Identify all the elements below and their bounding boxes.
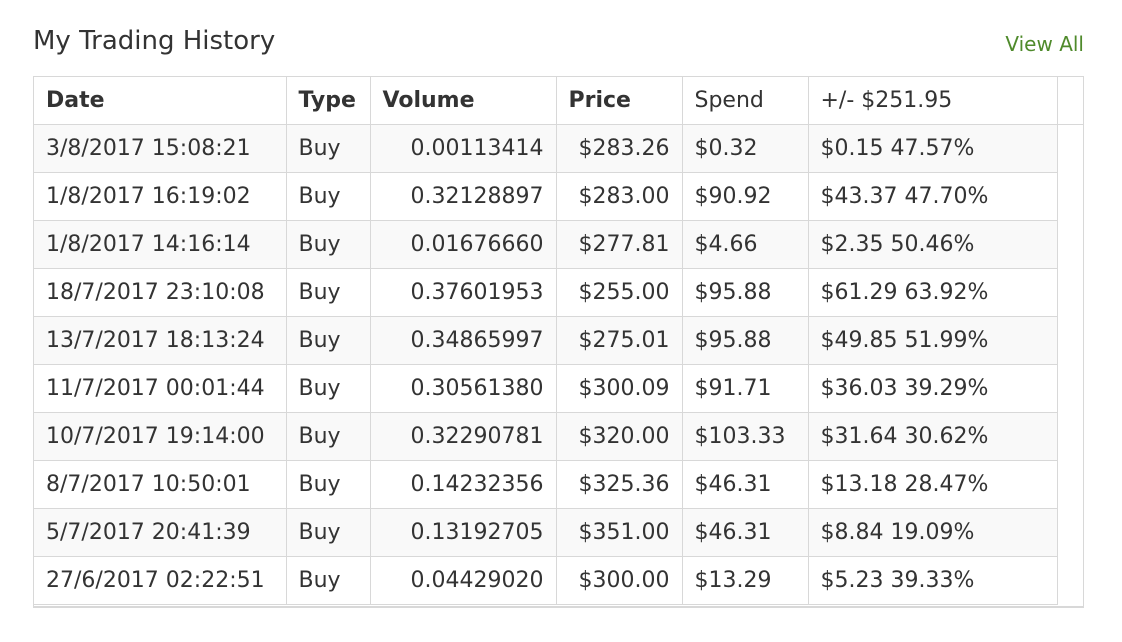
cell-price: $283.26	[556, 124, 683, 173]
cell-spend: $0.32	[682, 124, 809, 173]
cell-date: 1/8/2017 16:19:02	[34, 172, 287, 221]
cell-profit-loss: $43.37 47.70%	[808, 172, 1058, 221]
cell-profit-loss: $36.03 39.29%	[808, 364, 1058, 413]
cell-price: $255.00	[556, 268, 683, 317]
cell-profit-loss: $2.35 50.46%	[808, 220, 1058, 269]
cell-price: $300.09	[556, 364, 683, 413]
cell-volume: 0.13192705	[370, 508, 557, 557]
cell-date: 13/7/2017 18:13:24	[34, 316, 287, 365]
trading-history-table: Date Type Volume Price Spend +/- $251.95…	[34, 77, 1058, 605]
column-header-date[interactable]: Date	[34, 77, 287, 125]
cell-type: Buy	[286, 556, 371, 605]
cell-volume: 0.30561380	[370, 364, 557, 413]
cell-date: 1/8/2017 14:16:14	[34, 220, 287, 269]
table-row: 10/7/2017 19:14:00 Buy 0.32290781 $320.00 $1…	[34, 412, 1058, 461]
cell-volume: 0.37601953	[370, 268, 557, 317]
column-header-profit-loss: +/- $251.95	[808, 77, 1058, 125]
cell-volume: 0.34865997	[370, 316, 557, 365]
cell-date: 18/7/2017 23:10:08	[34, 268, 287, 317]
cell-profit-loss: $61.29 63.92%	[808, 268, 1058, 317]
cell-price: $283.00	[556, 172, 683, 221]
table-row: 5/7/2017 20:41:39 Buy 0.13192705 $351.00 $46…	[34, 508, 1058, 557]
cell-type: Buy	[286, 412, 371, 461]
table-row: 18/7/2017 23:10:08 Buy 0.37601953 $255.00 $9…	[34, 268, 1058, 317]
trading-history-table-container[interactable]: Date Type Volume Price Spend +/- $251.95…	[33, 76, 1084, 608]
cell-volume: 0.14232356	[370, 460, 557, 509]
cell-price: $277.81	[556, 220, 683, 269]
cell-spend: $95.88	[682, 268, 809, 317]
cell-date: 3/8/2017 15:08:21	[34, 124, 287, 173]
cell-type: Buy	[286, 220, 371, 269]
cell-profit-loss: $0.15 47.57%	[808, 124, 1058, 173]
table-row: 11/7/2017 00:01:44 Buy 0.30561380 $300.09 $9…	[34, 364, 1058, 413]
cell-price: $351.00	[556, 508, 683, 557]
cell-price: $300.00	[556, 556, 683, 605]
cell-spend: $103.33	[682, 412, 809, 461]
cell-profit-loss: $13.18 28.47%	[808, 460, 1058, 509]
cell-type: Buy	[286, 316, 371, 365]
cell-volume: 0.01676660	[370, 220, 557, 269]
view-all-link[interactable]: View All	[1005, 32, 1084, 56]
cell-spend: $46.31	[682, 460, 809, 509]
column-header-type[interactable]: Type	[286, 77, 371, 125]
cell-date: 10/7/2017 19:14:00	[34, 412, 287, 461]
cell-date: 11/7/2017 00:01:44	[34, 364, 287, 413]
table-row: 13/7/2017 18:13:24 Buy 0.34865997 $275.01 $9…	[34, 316, 1058, 365]
cell-price: $275.01	[556, 316, 683, 365]
panel-title: My Trading History	[33, 26, 276, 56]
column-header-spend: Spend	[682, 77, 809, 125]
cell-spend: $90.92	[682, 172, 809, 221]
cell-volume: 0.32128897	[370, 172, 557, 221]
table-row: 1/8/2017 16:19:02 Buy 0.32128897 $283.00 $90…	[34, 172, 1058, 221]
cell-type: Buy	[286, 172, 371, 221]
cell-volume: 0.04429020	[370, 556, 557, 605]
cell-spend: $4.66	[682, 220, 809, 269]
table-row: 27/6/2017 02:22:51 Buy 0.04429020 $300.00 $1…	[34, 556, 1058, 605]
cell-profit-loss: $49.85 51.99%	[808, 316, 1058, 365]
table-body: 3/8/2017 15:08:21 Buy 0.00113414 $283.26 $0.…	[34, 124, 1058, 605]
cell-spend: $46.31	[682, 508, 809, 557]
header-spacer	[1057, 77, 1083, 125]
panel-header: My Trading History View All	[33, 0, 1084, 76]
cell-spend: $91.71	[682, 364, 809, 413]
trading-history-panel: My Trading History View All Date Type Vo…	[33, 0, 1084, 608]
column-header-volume[interactable]: Volume	[370, 77, 557, 125]
table-header-row: Date Type Volume Price Spend +/- $251.95	[34, 77, 1058, 125]
cell-type: Buy	[286, 508, 371, 557]
cell-type: Buy	[286, 460, 371, 509]
cell-volume: 0.32290781	[370, 412, 557, 461]
cell-profit-loss: $8.84 19.09%	[808, 508, 1058, 557]
cell-type: Buy	[286, 268, 371, 317]
cell-date: 27/6/2017 02:22:51	[34, 556, 287, 605]
cell-profit-loss: $31.64 30.62%	[808, 412, 1058, 461]
cell-spend: $13.29	[682, 556, 809, 605]
cell-type: Buy	[286, 124, 371, 173]
table-row: 8/7/2017 10:50:01 Buy 0.14232356 $325.36 $46…	[34, 460, 1058, 509]
table-row: 1/8/2017 14:16:14 Buy 0.01676660 $277.81 $4.…	[34, 220, 1058, 269]
cell-date: 8/7/2017 10:50:01	[34, 460, 287, 509]
cell-volume: 0.00113414	[370, 124, 557, 173]
cell-price: $325.36	[556, 460, 683, 509]
column-header-price[interactable]: Price	[556, 77, 683, 125]
cell-profit-loss: $5.23 39.33%	[808, 556, 1058, 605]
table-row: 3/8/2017 15:08:21 Buy 0.00113414 $283.26 $0.…	[34, 124, 1058, 173]
cell-price: $320.00	[556, 412, 683, 461]
cell-date: 5/7/2017 20:41:39	[34, 508, 287, 557]
cell-spend: $95.88	[682, 316, 809, 365]
cell-type: Buy	[286, 364, 371, 413]
